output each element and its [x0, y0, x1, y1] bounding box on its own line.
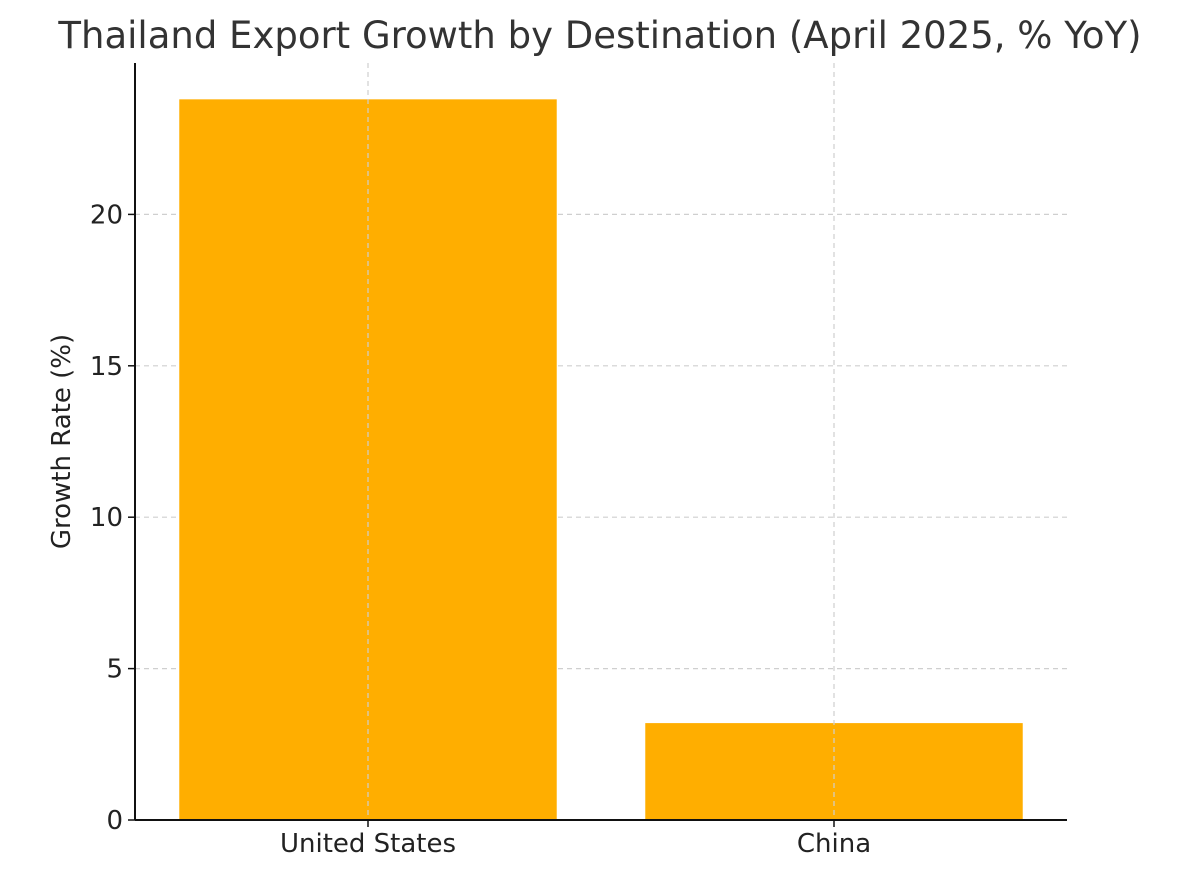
y-tick-label: 10 — [90, 503, 123, 533]
x-tick-label: United States — [280, 829, 456, 859]
y-tick-label: 0 — [106, 806, 123, 836]
x-tick-label: China — [797, 829, 871, 859]
y-tick-label: 20 — [90, 200, 123, 230]
axes-layer — [134, 63, 1067, 821]
chart-title: Thailand Export Growth by Destination (A… — [57, 14, 1141, 57]
bars-layer — [179, 99, 1023, 820]
y-tick-label: 15 — [90, 352, 123, 382]
ticks-layer: 0 5 10 15 20 United States China — [90, 200, 871, 859]
y-axis-label: Growth Rate (%) — [47, 334, 77, 549]
y-tick-label: 5 — [106, 655, 123, 685]
